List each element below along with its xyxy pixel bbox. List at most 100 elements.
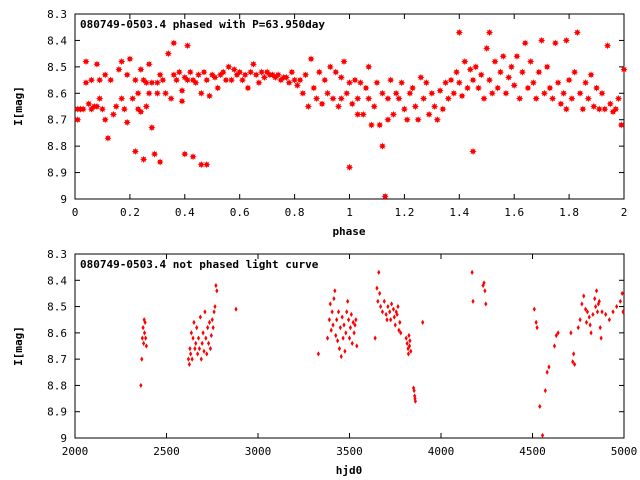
data-point <box>409 348 413 354</box>
data-point <box>594 288 599 294</box>
data-point <box>201 330 205 336</box>
data-point <box>439 105 447 113</box>
x-tick-label: 4500 <box>519 445 546 458</box>
data-point <box>183 42 192 50</box>
data-point <box>581 79 590 87</box>
data-point <box>345 163 354 171</box>
data-point <box>352 330 356 336</box>
data-point <box>540 89 548 97</box>
data-point <box>331 322 335 328</box>
y-tick-label: 8.6 <box>47 87 67 100</box>
data-point <box>339 353 343 360</box>
data-point <box>407 332 411 339</box>
x-tick-label: 2 <box>621 206 628 219</box>
data-point <box>458 92 466 100</box>
data-point <box>178 87 186 95</box>
data-point <box>93 102 101 111</box>
data-point <box>337 73 345 82</box>
data-point <box>202 348 206 354</box>
data-point <box>532 94 540 103</box>
x-tick-label: 2500 <box>153 445 180 458</box>
data-point <box>337 346 342 352</box>
data-point <box>387 76 395 84</box>
data-point <box>614 94 623 103</box>
data-point <box>354 110 362 119</box>
data-point <box>338 325 342 331</box>
data-point <box>376 121 384 129</box>
data-point <box>513 52 521 60</box>
data-point <box>554 79 562 87</box>
data-point <box>156 71 164 79</box>
data-point <box>463 84 472 92</box>
data-point <box>392 89 400 97</box>
data-point <box>587 314 591 320</box>
data-point <box>607 317 611 323</box>
data-point <box>535 325 539 331</box>
data-point <box>208 346 213 352</box>
data-point <box>333 288 337 294</box>
data-point <box>397 327 401 333</box>
data-point <box>494 84 502 92</box>
data-point <box>291 76 299 84</box>
data-point <box>615 303 619 310</box>
data-point <box>200 340 204 346</box>
data-point <box>156 158 164 166</box>
data-point <box>334 332 338 339</box>
data-point <box>225 63 233 71</box>
data-point <box>142 102 150 111</box>
y-tick-labels: 8.3 8.4 8.5 8.6 8.7 8.8 8.9 9 <box>47 8 67 206</box>
data-point <box>332 296 336 302</box>
data-point <box>323 89 332 97</box>
x-tick-labels: 2000 2500 3000 3500 4000 4500 5000 <box>62 445 638 458</box>
data-point <box>375 285 379 291</box>
data-point <box>527 57 535 66</box>
data-point <box>203 161 211 169</box>
data-point <box>403 116 411 124</box>
data-point <box>521 39 529 47</box>
data-point <box>538 36 546 45</box>
data-point <box>485 76 494 84</box>
data-point <box>345 309 349 315</box>
data-point <box>139 382 143 389</box>
plot-area-frame <box>74 253 625 439</box>
y-tick-labels: 8.3 8.4 8.5 8.6 8.7 8.8 8.9 9 <box>47 248 67 445</box>
data-point <box>389 301 394 307</box>
data-point <box>293 81 301 89</box>
data-point <box>312 94 321 103</box>
data-point <box>395 311 399 318</box>
data-point <box>488 89 496 97</box>
data-point <box>483 44 491 52</box>
data-point <box>579 105 587 113</box>
data-point <box>353 322 357 328</box>
data-point <box>469 147 477 156</box>
data-point <box>595 309 600 315</box>
data-point <box>190 356 194 362</box>
data-point <box>585 309 589 315</box>
x-axis-title: phase <box>332 225 365 238</box>
data-point <box>598 89 606 97</box>
data-point <box>455 79 463 87</box>
data-point <box>472 63 480 71</box>
data-point <box>413 395 417 402</box>
data-point <box>118 57 126 66</box>
data-point <box>330 309 334 315</box>
data-point <box>197 346 202 352</box>
data-point <box>120 105 129 113</box>
x-tick-label: 0.8 <box>285 206 305 219</box>
data-point <box>98 105 107 113</box>
data-point <box>562 36 570 45</box>
data-point <box>452 68 461 76</box>
data-point <box>384 311 388 318</box>
data-point <box>203 309 207 315</box>
data-point <box>209 332 213 339</box>
data-point <box>296 76 304 84</box>
data-point <box>144 343 148 349</box>
data-point <box>406 89 414 97</box>
data-point <box>584 94 592 103</box>
data-point <box>496 68 505 76</box>
x-tick-label: 0.6 <box>230 206 250 219</box>
data-point <box>385 317 389 323</box>
data-point <box>183 76 192 84</box>
data-point <box>181 150 189 158</box>
data-point <box>172 76 181 84</box>
